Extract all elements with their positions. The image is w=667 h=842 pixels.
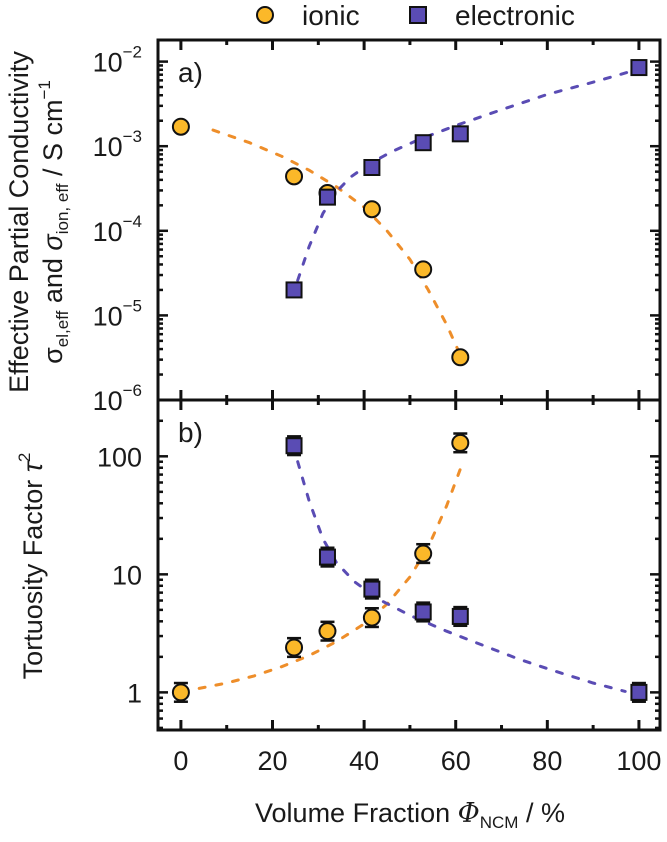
x-tick-label: 100 — [616, 746, 661, 776]
data-point-ionic — [171, 681, 190, 703]
data-point-electronic — [363, 159, 381, 177]
legend-marker-ionic — [256, 6, 274, 24]
marker-circle — [318, 622, 337, 641]
x-axis-title: Volume Fraction ΦNCM / % — [255, 798, 565, 832]
marker-square — [630, 59, 648, 77]
data-point-ionic — [414, 260, 433, 279]
x-tick-label: 60 — [441, 746, 471, 776]
panel-a: 10−2 10−3 10−4 10−5 10−6 a) — [93, 38, 662, 416]
y-tick-label: 1 — [127, 678, 142, 708]
marker-circle — [414, 260, 433, 279]
marker-square — [285, 437, 303, 455]
y-tick-label: 10−4 — [93, 212, 142, 247]
marker-square — [451, 607, 469, 625]
marker-square — [414, 603, 432, 621]
y-tick-label: 100 — [97, 442, 142, 472]
fit-curve-ionic — [197, 467, 462, 690]
x-tick-label: 80 — [532, 746, 562, 776]
y-axis-title-a-line2: σel,eff and σion, eff / S cm−1 — [35, 80, 72, 364]
y-axis-title-a-line1: Effective Partial Conductivity — [4, 51, 34, 393]
panel-label-a: a) — [178, 57, 203, 88]
marker-circle — [362, 608, 381, 627]
marker-circle — [362, 200, 381, 219]
legend-label-electronic: electronic — [455, 0, 575, 31]
data-point-ionic — [318, 620, 337, 642]
y-tick-label: 10−3 — [93, 127, 142, 162]
y-tick-label: 10−6 — [93, 381, 142, 416]
data-point-ionic — [414, 542, 433, 565]
data-point-electronic — [285, 281, 303, 299]
plot-frame-a — [156, 38, 662, 402]
fit-curve-electronic — [296, 460, 627, 693]
data-point-ionic — [451, 432, 470, 454]
marker-circle — [285, 638, 304, 657]
marker-square — [285, 281, 303, 299]
data-point-ionic — [285, 167, 304, 186]
data-point-ionic — [451, 348, 470, 367]
data-point-electronic — [414, 134, 432, 152]
data-point-ionic — [171, 117, 190, 136]
panel-label-b: b) — [178, 417, 203, 448]
x-tick-label: 0 — [173, 746, 188, 776]
data-point-electronic — [630, 59, 648, 77]
marker-square — [630, 683, 648, 701]
marker-square — [414, 134, 432, 152]
legend-label-ionic: ionic — [302, 0, 360, 31]
marker-circle — [285, 167, 304, 186]
data-point-electronic — [451, 605, 469, 628]
marker-circle — [414, 544, 433, 563]
y-tick-label: 10 — [112, 560, 142, 590]
marker-square — [318, 188, 336, 206]
y-axis-title-a: Effective Partial Conductivity σel,eff a… — [4, 51, 72, 393]
marker-circle — [171, 117, 190, 136]
marker-square — [363, 159, 381, 177]
x-tick-label: 40 — [349, 746, 379, 776]
data-point-electronic — [414, 601, 432, 623]
marker-square — [363, 580, 381, 598]
data-point-ionic — [362, 607, 381, 629]
y-axis-title-b: Tortuosity Factor τ2 — [15, 453, 48, 680]
data-point-electronic — [318, 546, 336, 568]
legend: ionic electronic — [256, 0, 575, 31]
data-point-electronic — [630, 681, 648, 703]
fit-curve-ionic — [211, 128, 462, 357]
marker-square — [318, 548, 336, 566]
data-point-electronic — [285, 435, 303, 457]
data-point-electronic — [451, 125, 469, 143]
marker-circle — [451, 433, 470, 452]
fit-curve-electronic — [296, 70, 632, 282]
marker-circle — [171, 683, 190, 702]
data-point-ionic — [362, 200, 381, 219]
marker-circle — [451, 348, 470, 367]
data-point-electronic — [318, 188, 336, 206]
data-point-ionic — [285, 636, 304, 659]
y-tick-label: 10−2 — [93, 43, 142, 78]
legend-marker-electronic — [409, 6, 427, 24]
marker-square — [451, 125, 469, 143]
y-tick-label: 10−5 — [93, 296, 142, 331]
x-tick-label: 20 — [257, 746, 287, 776]
data-point-electronic — [363, 578, 381, 600]
